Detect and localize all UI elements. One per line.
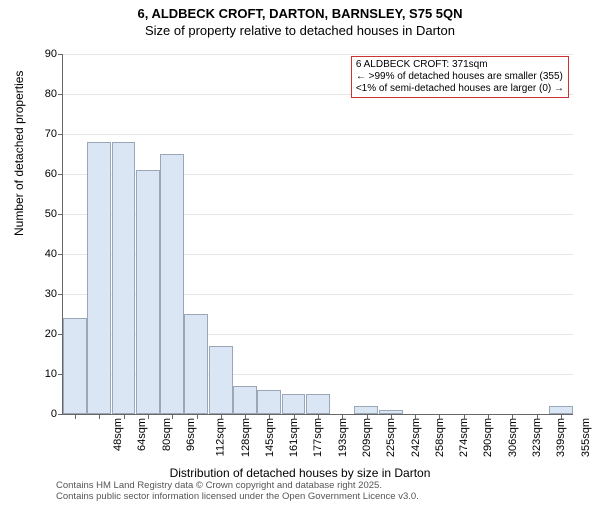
histogram-bar xyxy=(549,406,573,414)
xtick-label: 258sqm xyxy=(434,418,446,457)
ytick-mark xyxy=(58,54,63,55)
histogram-bar xyxy=(354,406,378,414)
xtick-mark xyxy=(439,414,440,419)
ytick-mark xyxy=(58,214,63,215)
ytick-mark xyxy=(58,174,63,175)
xtick-mark xyxy=(512,414,513,419)
grid-line xyxy=(63,134,573,135)
histogram-bar xyxy=(184,314,208,414)
histogram-bar xyxy=(112,142,136,414)
ytick-label: 40 xyxy=(45,248,57,260)
chart-title-line2: Size of property relative to detached ho… xyxy=(0,23,600,38)
xtick-label: 209sqm xyxy=(361,418,373,457)
histogram-bar xyxy=(282,394,306,414)
footer-attribution: Contains HM Land Registry data © Crown c… xyxy=(56,480,419,502)
xtick-mark xyxy=(124,414,125,419)
ytick-mark xyxy=(58,294,63,295)
xtick-mark xyxy=(269,414,270,419)
xtick-label: 290sqm xyxy=(483,418,495,457)
footer-line2: Contains public sector information licen… xyxy=(56,491,419,502)
ytick-label: 30 xyxy=(45,288,57,300)
xtick-mark xyxy=(294,414,295,419)
xtick-mark xyxy=(148,414,149,419)
ytick-label: 20 xyxy=(45,328,57,340)
xtick-label: 96sqm xyxy=(185,418,197,451)
chart-title-line1: 6, ALDBECK CROFT, DARTON, BARNSLEY, S75 … xyxy=(0,6,600,21)
xtick-label: 339sqm xyxy=(555,418,567,457)
ytick-mark xyxy=(58,414,63,415)
xtick-mark xyxy=(367,414,368,419)
xtick-label: 274sqm xyxy=(458,418,470,457)
ytick-label: 80 xyxy=(45,88,57,100)
xtick-label: 112sqm xyxy=(215,418,227,456)
xtick-label: 193sqm xyxy=(337,418,349,457)
histogram-bar xyxy=(87,142,111,414)
xtick-label: 242sqm xyxy=(410,418,422,457)
histogram-bar xyxy=(63,318,87,414)
ytick-label: 70 xyxy=(45,128,57,140)
xtick-label: 64sqm xyxy=(136,418,148,451)
xtick-mark xyxy=(415,414,416,419)
xtick-mark xyxy=(391,414,392,419)
xtick-label: 80sqm xyxy=(161,418,173,451)
xtick-mark xyxy=(99,414,100,419)
xtick-mark xyxy=(488,414,489,419)
histogram-bar xyxy=(257,390,281,414)
xtick-label: 225sqm xyxy=(385,418,397,457)
ytick-label: 90 xyxy=(45,48,57,60)
grid-line xyxy=(63,54,573,55)
y-axis-label: Number of detached properties xyxy=(12,71,26,236)
xtick-label: 145sqm xyxy=(264,418,276,457)
ytick-label: 50 xyxy=(45,208,57,220)
ytick-mark xyxy=(58,134,63,135)
histogram-bar xyxy=(233,386,257,414)
plot-area: 010203040506070809048sqm64sqm80sqm96sqm1… xyxy=(62,54,573,415)
ytick-mark xyxy=(58,254,63,255)
xtick-mark xyxy=(197,414,198,419)
xtick-label: 161sqm xyxy=(288,418,300,457)
info-box: 6 ALDBECK CROFT: 371sqm← >99% of detache… xyxy=(351,56,569,98)
ytick-label: 10 xyxy=(45,368,57,380)
xtick-label: 355sqm xyxy=(580,418,592,457)
xtick-label: 177sqm xyxy=(313,418,325,457)
x-axis-label: Distribution of detached houses by size … xyxy=(0,466,600,480)
xtick-label: 128sqm xyxy=(240,418,252,457)
xtick-label: 48sqm xyxy=(112,418,124,451)
xtick-mark xyxy=(221,414,222,419)
xtick-mark xyxy=(537,414,538,419)
ytick-mark xyxy=(58,94,63,95)
xtick-mark xyxy=(318,414,319,419)
histogram-bar xyxy=(209,346,233,414)
info-line2: ← >99% of detached houses are smaller (3… xyxy=(356,71,564,83)
info-line3: <1% of semi-detached houses are larger (… xyxy=(356,83,564,95)
histogram-bar xyxy=(160,154,184,414)
info-line1: 6 ALDBECK CROFT: 371sqm xyxy=(356,59,564,71)
xtick-label: 306sqm xyxy=(507,418,519,457)
xtick-mark xyxy=(561,414,562,419)
xtick-mark xyxy=(342,414,343,419)
footer-line1: Contains HM Land Registry data © Crown c… xyxy=(56,480,419,491)
ytick-label: 0 xyxy=(51,408,57,420)
histogram-bar xyxy=(136,170,160,414)
xtick-mark xyxy=(172,414,173,419)
xtick-mark xyxy=(75,414,76,419)
xtick-mark xyxy=(464,414,465,419)
xtick-mark xyxy=(245,414,246,419)
histogram-bar xyxy=(306,394,330,414)
ytick-label: 60 xyxy=(45,168,57,180)
xtick-label: 323sqm xyxy=(531,418,543,457)
